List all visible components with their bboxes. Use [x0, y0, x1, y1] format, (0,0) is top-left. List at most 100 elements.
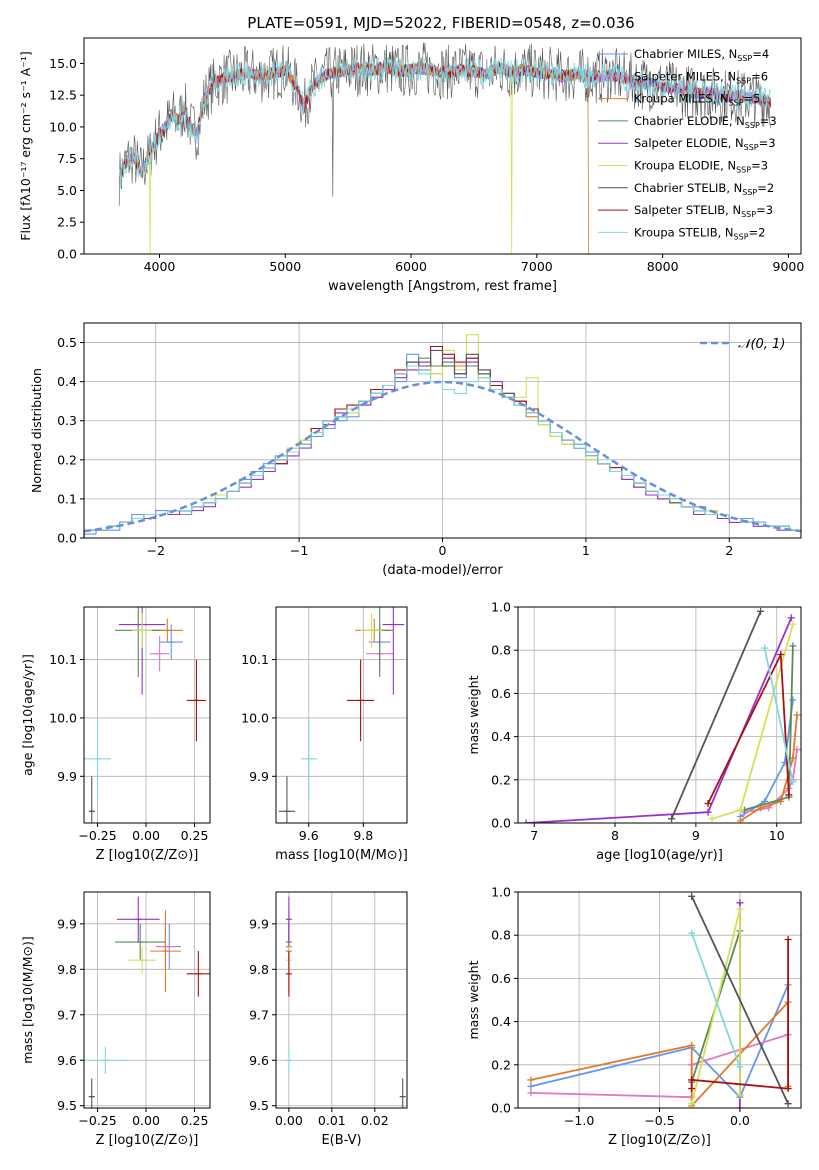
y-tick-label: 0.0: [57, 531, 77, 546]
y-tick-label: 2.5: [57, 215, 77, 230]
y-tick-label: 0.6: [491, 971, 511, 986]
axes-frame: [275, 606, 408, 824]
x-tick-label: 0.25: [181, 828, 209, 843]
x-axis-label: wavelength [Angstrom, rest frame]: [328, 279, 557, 294]
x-axis-label: E(B-V): [321, 1133, 361, 1148]
point-salpeter-miles: [149, 636, 170, 672]
point-salpeter-elodie: [382, 607, 405, 695]
histogram-kroupa-stelib: [84, 365, 801, 538]
point-kroupa-elodie: [128, 946, 156, 974]
data-point: [787, 614, 795, 622]
data-point: [688, 929, 696, 937]
x-tick-label: 6000: [395, 259, 427, 274]
data-point: [757, 607, 765, 615]
data-point: [736, 905, 744, 913]
plot-area: [118, 42, 771, 254]
y-tick-label: 0.8: [491, 643, 511, 658]
data-point: [668, 815, 676, 823]
series-chabrier-stelib: [688, 892, 792, 1108]
data-point: [736, 1104, 744, 1108]
x-tick-label: 8000: [647, 259, 679, 274]
gaussian-curve: [84, 380, 801, 533]
data-point: [704, 800, 712, 808]
x-tick-label: −0.25: [78, 1113, 116, 1128]
data-point: [688, 1085, 696, 1093]
y-axis-label: mass [log10(M/M⊙)]: [20, 936, 35, 1064]
y-tick-label: 5.0: [57, 183, 77, 198]
axes-frame: [517, 606, 802, 824]
y-tick-label: 9.7: [249, 1007, 269, 1022]
x-tick-label: 4000: [144, 259, 176, 274]
axes-frame: [275, 891, 408, 1109]
legend: 𝒩(0, 1): [700, 337, 785, 352]
axes-frame: [83, 606, 211, 824]
y-tick-label: 9.5: [249, 1098, 269, 1113]
data-point: [527, 1089, 535, 1097]
x-tick-label: 1: [582, 543, 590, 558]
x-tick-label: 0.02: [361, 1113, 389, 1128]
x-tick-label: 5000: [269, 259, 301, 274]
data-point: [761, 644, 769, 652]
y-tick-label: 0.2: [57, 452, 77, 467]
data-point: [704, 808, 712, 816]
y-tick-label: 0.4: [491, 729, 511, 744]
series-kroupa-stelib: [761, 644, 797, 786]
point-chabrier-elodie: [115, 923, 166, 961]
x-tick-label: −1: [290, 543, 308, 558]
x-tick-label: 9.8: [353, 828, 373, 843]
series-salpeter-elodie: [522, 614, 795, 823]
panel-age_vs_Z: −0.25 0.00 0.25 9.9 10.0 10.1 Z [log10(Z/Z⊙)] a…: [20, 606, 211, 863]
data-point: [522, 819, 530, 823]
data-point: [527, 1076, 535, 1084]
x-tick-label: −2: [146, 543, 164, 558]
legend-label: Chabrier MILES, NSSP=4: [634, 47, 769, 63]
x-axis-label: mass [log10(M/M⊙)]: [275, 848, 408, 863]
x-tick-label: 7: [530, 828, 538, 843]
legend-label: Kroupa ELODIE, NSSP=3: [634, 159, 768, 175]
data-point: [789, 620, 797, 628]
point-kroupa-stelib: [300, 717, 317, 800]
legend-label: Kroupa STELIB, NSSP=2: [634, 225, 765, 241]
series-line: [690, 909, 741, 1104]
data-point: [688, 1076, 696, 1084]
series-kroupa-elodie: [708, 620, 797, 823]
panel-residuals: 𝒩(0, 1) −2 −1 0 1 2 0.0 0.1 0.2 0.3 0.4 0.5 (data-mo…: [29, 322, 802, 578]
series-line: [739, 699, 794, 818]
y-tick-label: 1.0: [491, 885, 511, 900]
legend-label: Chabrier STELIB, NSSP=2: [634, 181, 774, 197]
plot-area: [84, 892, 210, 1108]
series-line: [526, 617, 793, 823]
plot-area: [276, 607, 407, 823]
x-tick-label: 0.00: [132, 828, 160, 843]
data-point: [784, 936, 792, 944]
y-tick-label: 0.4: [57, 374, 77, 389]
series-line: [690, 939, 789, 1090]
point-salpeter-stelib: [285, 951, 292, 997]
series-line: [690, 932, 741, 1068]
point-kroupa-stelib: [84, 717, 112, 800]
plot-area: [84, 607, 210, 823]
panel-spectrum: Chabrier MILES, NSSP=4 Salpeter MILES, NS…: [18, 37, 804, 294]
data-point: [785, 791, 793, 799]
y-tick-label: 0.0: [57, 247, 77, 262]
data-point: [789, 696, 797, 704]
axes-frame: [83, 891, 211, 1109]
plot-area: [518, 892, 801, 1108]
x-tick-label: −0.5: [644, 1113, 674, 1128]
panel-weight_vs_age: 7 8 9 10 0.0 0.2 0.4 0.6 0.8 1.0 age [log10(age/yr…: [466, 600, 802, 863]
data-point: [789, 778, 797, 786]
data-point: [736, 899, 744, 907]
y-tick-label: 9.8: [57, 962, 77, 977]
y-axis-label: Flux [fλ10⁻¹⁷ erg cm⁻² s⁻¹ A⁻¹]: [18, 51, 33, 240]
data-point: [789, 642, 797, 650]
series-kroupa-stelib: [688, 929, 744, 1071]
y-axis-label: mass weight: [466, 675, 481, 754]
series-kroupa-elodie: [688, 905, 744, 1108]
y-tick-label: 0.8: [491, 928, 511, 943]
data-point: [736, 1091, 744, 1099]
y-tick-label: 9.6: [249, 1053, 269, 1068]
point-salpeter-elodie: [285, 896, 292, 943]
data-point: [708, 815, 716, 823]
point-salpeter-stelib: [346, 659, 375, 742]
